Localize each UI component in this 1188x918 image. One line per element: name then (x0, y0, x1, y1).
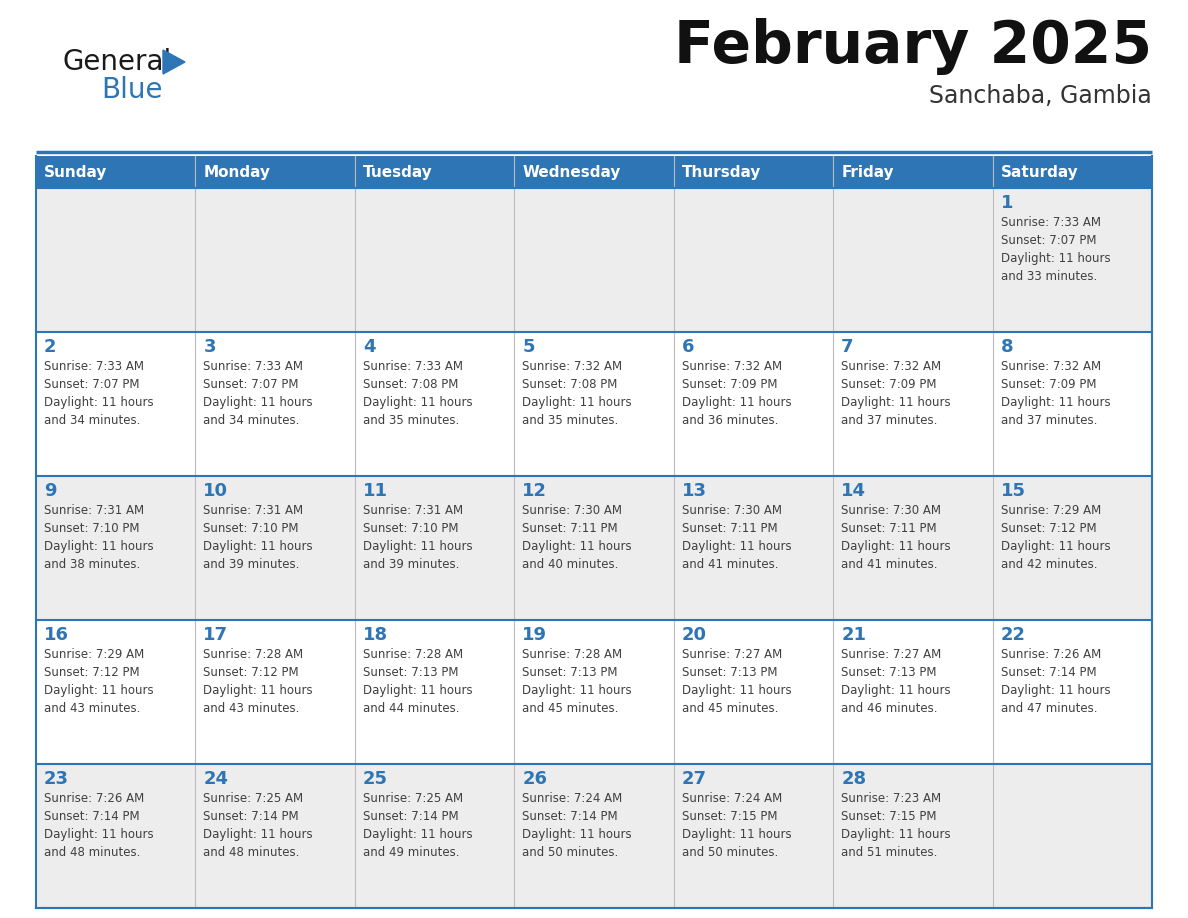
Text: 18: 18 (362, 626, 388, 644)
Text: Sunrise: 7:25 AM
Sunset: 7:14 PM
Daylight: 11 hours
and 48 minutes.: Sunrise: 7:25 AM Sunset: 7:14 PM Dayligh… (203, 792, 314, 859)
Polygon shape (163, 50, 185, 74)
Text: 10: 10 (203, 482, 228, 500)
Bar (833, 156, 992, 188)
Bar (992, 156, 1152, 188)
Text: Sunrise: 7:32 AM
Sunset: 7:09 PM
Daylight: 11 hours
and 36 minutes.: Sunrise: 7:32 AM Sunset: 7:09 PM Dayligh… (682, 360, 791, 427)
Text: Sunrise: 7:24 AM
Sunset: 7:15 PM
Daylight: 11 hours
and 50 minutes.: Sunrise: 7:24 AM Sunset: 7:15 PM Dayligh… (682, 792, 791, 859)
Text: Sunrise: 7:31 AM
Sunset: 7:10 PM
Daylight: 11 hours
and 39 minutes.: Sunrise: 7:31 AM Sunset: 7:10 PM Dayligh… (362, 504, 473, 571)
Text: Sunrise: 7:23 AM
Sunset: 7:15 PM
Daylight: 11 hours
and 51 minutes.: Sunrise: 7:23 AM Sunset: 7:15 PM Dayligh… (841, 792, 950, 859)
Text: 6: 6 (682, 338, 694, 356)
Text: Sunrise: 7:31 AM
Sunset: 7:10 PM
Daylight: 11 hours
and 39 minutes.: Sunrise: 7:31 AM Sunset: 7:10 PM Dayligh… (203, 504, 314, 571)
Text: 16: 16 (44, 626, 69, 644)
Text: 8: 8 (1000, 338, 1013, 356)
Text: 2: 2 (44, 338, 57, 356)
Text: Sunrise: 7:30 AM
Sunset: 7:11 PM
Daylight: 11 hours
and 40 minutes.: Sunrise: 7:30 AM Sunset: 7:11 PM Dayligh… (523, 504, 632, 571)
Text: Sunrise: 7:28 AM
Sunset: 7:13 PM
Daylight: 11 hours
and 45 minutes.: Sunrise: 7:28 AM Sunset: 7:13 PM Dayligh… (523, 648, 632, 715)
Text: 4: 4 (362, 338, 375, 356)
Text: Saturday: Saturday (1000, 164, 1079, 180)
Text: 24: 24 (203, 770, 228, 788)
Text: 17: 17 (203, 626, 228, 644)
Text: Sunrise: 7:30 AM
Sunset: 7:11 PM
Daylight: 11 hours
and 41 minutes.: Sunrise: 7:30 AM Sunset: 7:11 PM Dayligh… (682, 504, 791, 571)
Text: Sunrise: 7:33 AM
Sunset: 7:07 PM
Daylight: 11 hours
and 33 minutes.: Sunrise: 7:33 AM Sunset: 7:07 PM Dayligh… (1000, 216, 1111, 283)
Text: Sunrise: 7:25 AM
Sunset: 7:14 PM
Daylight: 11 hours
and 49 minutes.: Sunrise: 7:25 AM Sunset: 7:14 PM Dayligh… (362, 792, 473, 859)
Text: 7: 7 (841, 338, 854, 356)
Text: Sunrise: 7:32 AM
Sunset: 7:09 PM
Daylight: 11 hours
and 37 minutes.: Sunrise: 7:32 AM Sunset: 7:09 PM Dayligh… (841, 360, 950, 427)
Text: General: General (63, 48, 172, 76)
Text: Monday: Monday (203, 164, 271, 180)
Text: Sunrise: 7:31 AM
Sunset: 7:10 PM
Daylight: 11 hours
and 38 minutes.: Sunrise: 7:31 AM Sunset: 7:10 PM Dayligh… (44, 504, 153, 571)
Text: Sunrise: 7:33 AM
Sunset: 7:08 PM
Daylight: 11 hours
and 35 minutes.: Sunrise: 7:33 AM Sunset: 7:08 PM Dayligh… (362, 360, 473, 427)
Text: 11: 11 (362, 482, 387, 500)
Text: Sunday: Sunday (44, 164, 107, 180)
Text: 3: 3 (203, 338, 216, 356)
Text: Thursday: Thursday (682, 164, 762, 180)
Bar (355, 156, 514, 188)
Text: Sunrise: 7:26 AM
Sunset: 7:14 PM
Daylight: 11 hours
and 48 minutes.: Sunrise: 7:26 AM Sunset: 7:14 PM Dayligh… (44, 792, 153, 859)
Text: 1: 1 (1000, 194, 1013, 212)
Text: 19: 19 (523, 626, 548, 644)
Text: 21: 21 (841, 626, 866, 644)
Text: Sunrise: 7:28 AM
Sunset: 7:13 PM
Daylight: 11 hours
and 44 minutes.: Sunrise: 7:28 AM Sunset: 7:13 PM Dayligh… (362, 648, 473, 715)
Bar (674, 156, 833, 188)
Text: 27: 27 (682, 770, 707, 788)
Text: Tuesday: Tuesday (362, 164, 432, 180)
Text: 25: 25 (362, 770, 387, 788)
Bar (36, 764, 1152, 908)
Text: Wednesday: Wednesday (523, 164, 620, 180)
Text: Sunrise: 7:32 AM
Sunset: 7:09 PM
Daylight: 11 hours
and 37 minutes.: Sunrise: 7:32 AM Sunset: 7:09 PM Dayligh… (1000, 360, 1111, 427)
Text: 14: 14 (841, 482, 866, 500)
Text: Sunrise: 7:29 AM
Sunset: 7:12 PM
Daylight: 11 hours
and 42 minutes.: Sunrise: 7:29 AM Sunset: 7:12 PM Dayligh… (1000, 504, 1111, 571)
Text: 13: 13 (682, 482, 707, 500)
Text: Sunrise: 7:26 AM
Sunset: 7:14 PM
Daylight: 11 hours
and 47 minutes.: Sunrise: 7:26 AM Sunset: 7:14 PM Dayligh… (1000, 648, 1111, 715)
Text: 15: 15 (1000, 482, 1025, 500)
Text: Sunrise: 7:24 AM
Sunset: 7:14 PM
Daylight: 11 hours
and 50 minutes.: Sunrise: 7:24 AM Sunset: 7:14 PM Dayligh… (523, 792, 632, 859)
Text: 28: 28 (841, 770, 866, 788)
Text: 26: 26 (523, 770, 548, 788)
Text: Sunrise: 7:33 AM
Sunset: 7:07 PM
Daylight: 11 hours
and 34 minutes.: Sunrise: 7:33 AM Sunset: 7:07 PM Dayligh… (44, 360, 153, 427)
Bar (514, 156, 674, 188)
Text: 20: 20 (682, 626, 707, 644)
Text: 22: 22 (1000, 626, 1025, 644)
Text: Friday: Friday (841, 164, 893, 180)
Text: Sanchaba, Gambia: Sanchaba, Gambia (929, 84, 1152, 108)
Text: Blue: Blue (101, 76, 163, 104)
Text: Sunrise: 7:27 AM
Sunset: 7:13 PM
Daylight: 11 hours
and 46 minutes.: Sunrise: 7:27 AM Sunset: 7:13 PM Dayligh… (841, 648, 950, 715)
Text: Sunrise: 7:32 AM
Sunset: 7:08 PM
Daylight: 11 hours
and 35 minutes.: Sunrise: 7:32 AM Sunset: 7:08 PM Dayligh… (523, 360, 632, 427)
Text: Sunrise: 7:30 AM
Sunset: 7:11 PM
Daylight: 11 hours
and 41 minutes.: Sunrise: 7:30 AM Sunset: 7:11 PM Dayligh… (841, 504, 950, 571)
Text: Sunrise: 7:33 AM
Sunset: 7:07 PM
Daylight: 11 hours
and 34 minutes.: Sunrise: 7:33 AM Sunset: 7:07 PM Dayligh… (203, 360, 314, 427)
Text: 5: 5 (523, 338, 535, 356)
Bar (36, 620, 1152, 764)
Text: 9: 9 (44, 482, 57, 500)
Bar (196, 156, 355, 188)
Bar (36, 188, 1152, 332)
Text: Sunrise: 7:28 AM
Sunset: 7:12 PM
Daylight: 11 hours
and 43 minutes.: Sunrise: 7:28 AM Sunset: 7:12 PM Dayligh… (203, 648, 314, 715)
Text: Sunrise: 7:29 AM
Sunset: 7:12 PM
Daylight: 11 hours
and 43 minutes.: Sunrise: 7:29 AM Sunset: 7:12 PM Dayligh… (44, 648, 153, 715)
Bar (36, 476, 1152, 620)
Bar (36, 156, 196, 188)
Text: Sunrise: 7:27 AM
Sunset: 7:13 PM
Daylight: 11 hours
and 45 minutes.: Sunrise: 7:27 AM Sunset: 7:13 PM Dayligh… (682, 648, 791, 715)
Text: 12: 12 (523, 482, 548, 500)
Text: February 2025: February 2025 (674, 18, 1152, 75)
Text: 23: 23 (44, 770, 69, 788)
Bar (36, 332, 1152, 476)
